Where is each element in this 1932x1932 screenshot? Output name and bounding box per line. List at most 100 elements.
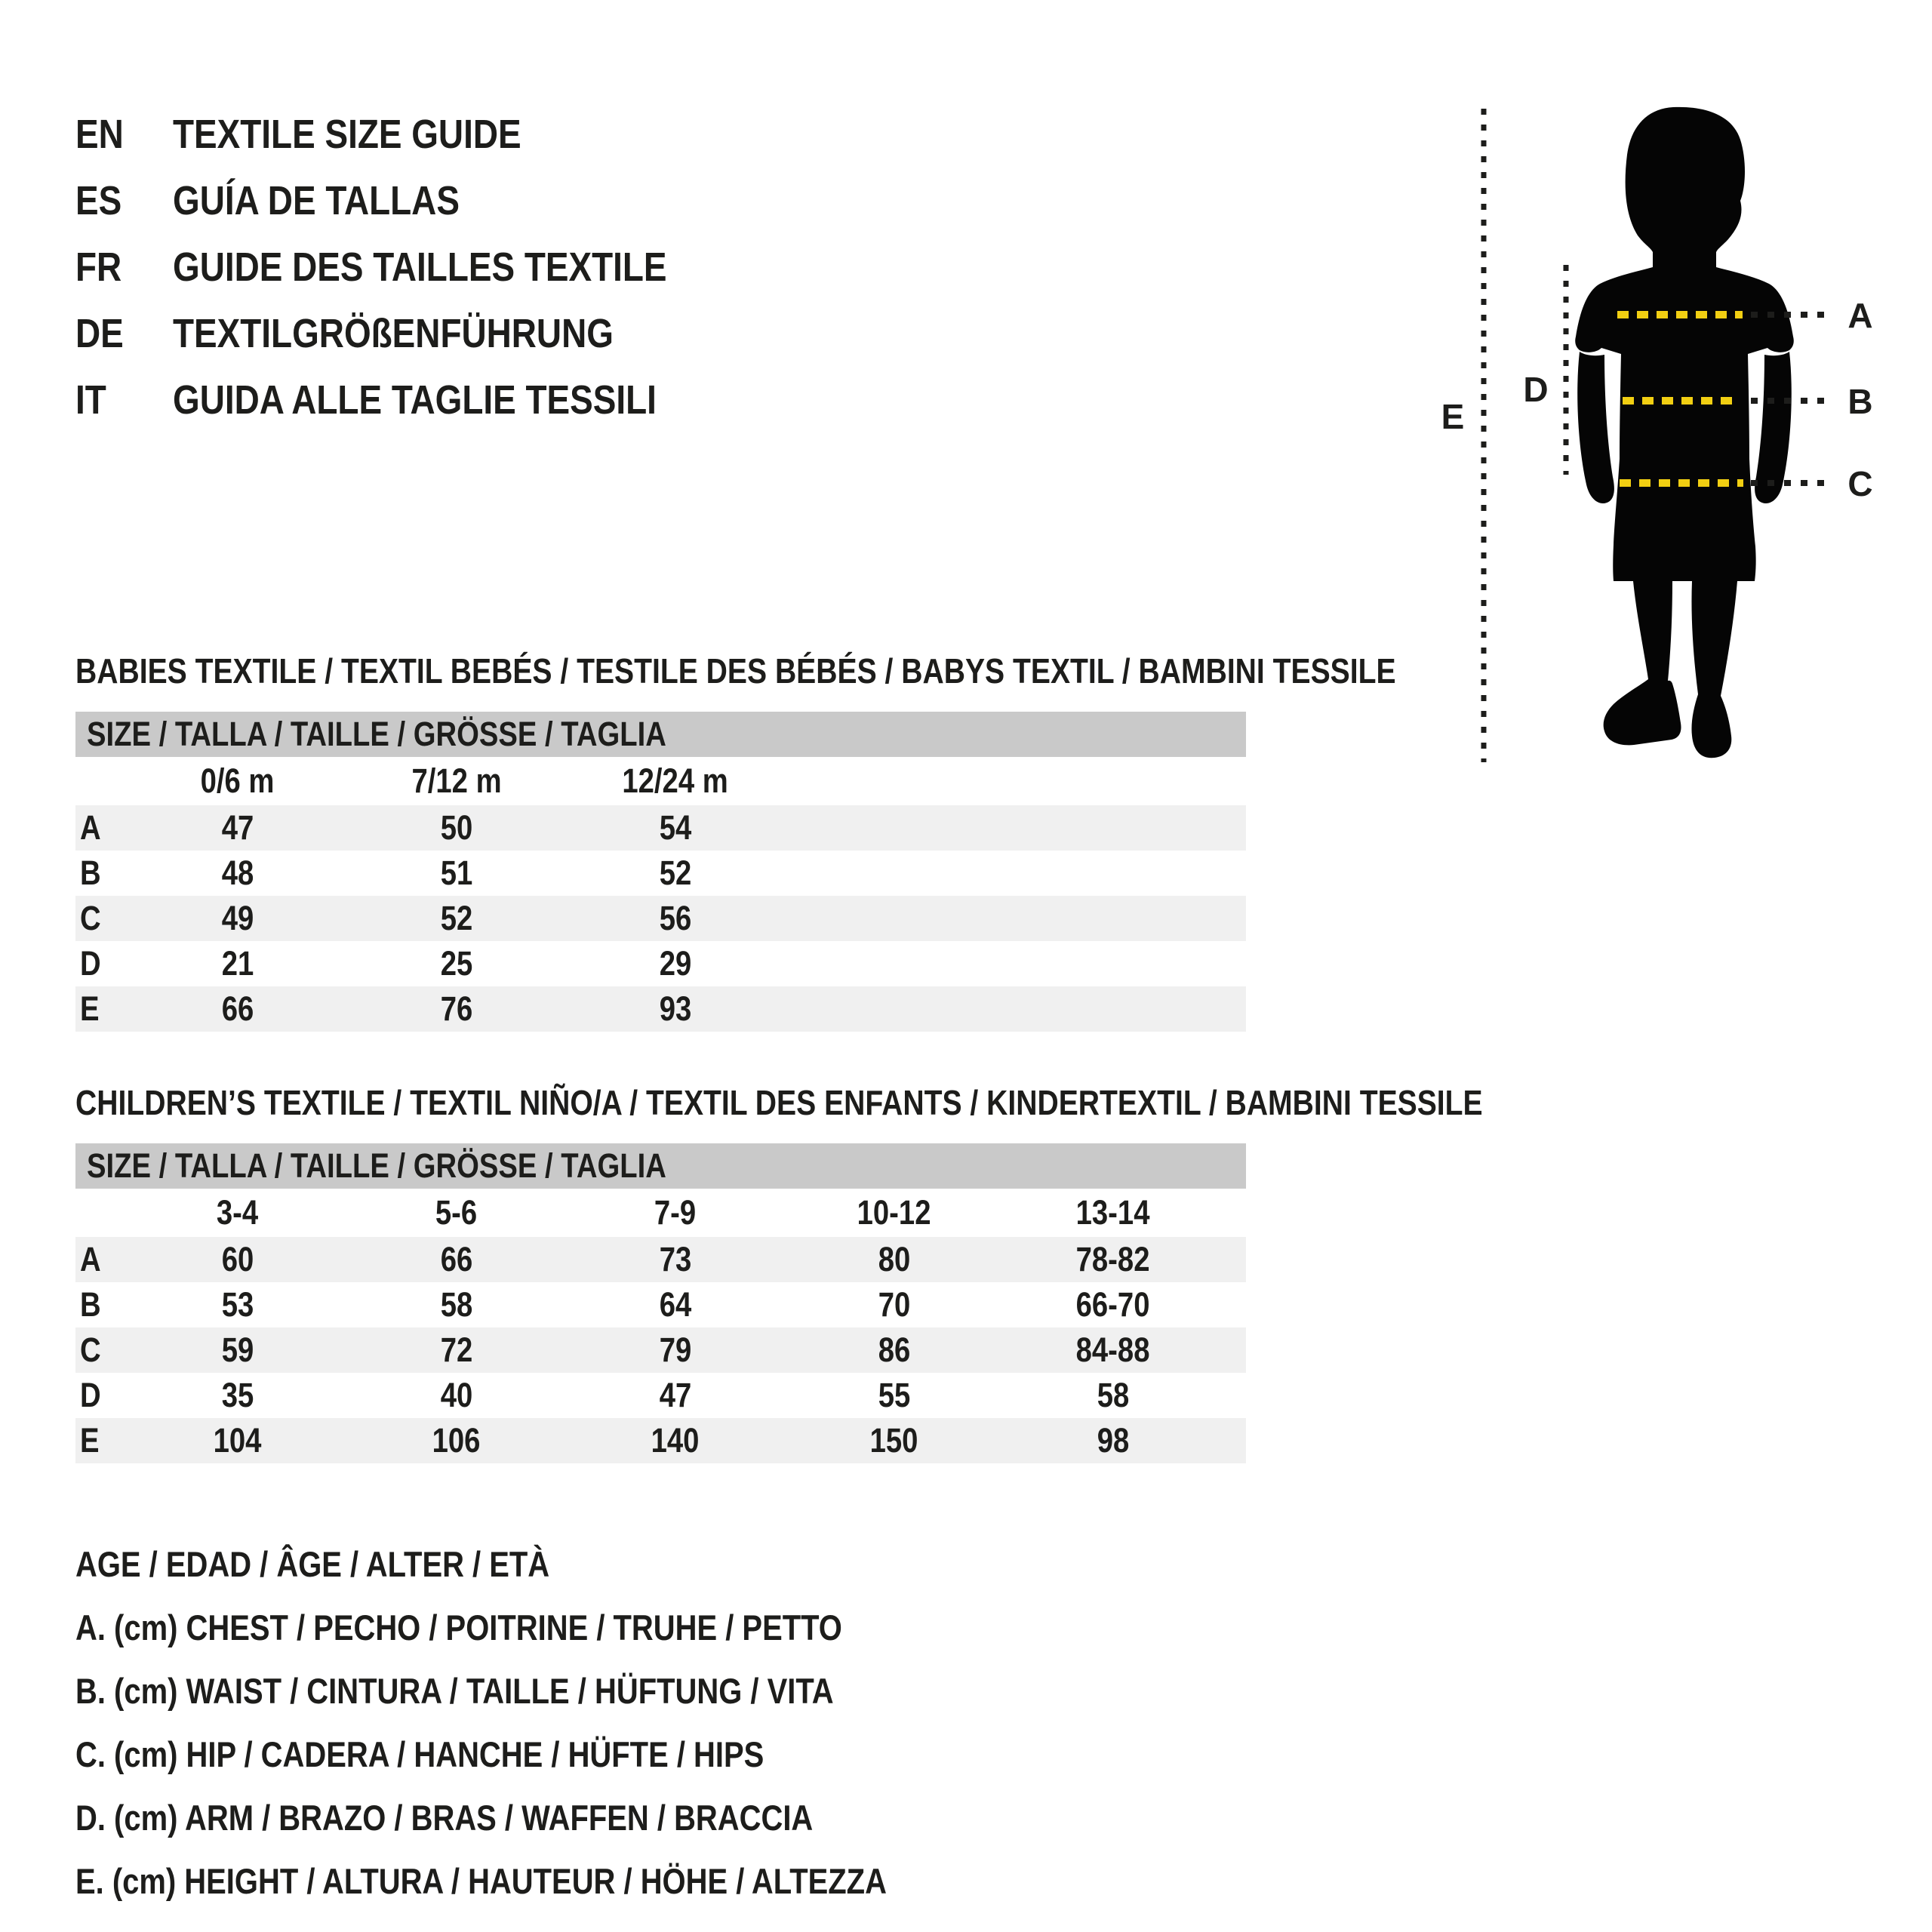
- legend-arm-line: D. (cm) ARM / BRAZO / BRAS / WAFFEN / BR…: [75, 1797, 814, 1838]
- children-table-header: SIZE / TALLA / TAILLE / GRÖSSE / TAGLIA: [75, 1143, 1246, 1189]
- size-value: 48: [221, 854, 254, 892]
- table-row: D 21 25 29: [75, 941, 1246, 986]
- language-code-de: DE: [75, 311, 124, 356]
- size-value: 52: [440, 899, 473, 937]
- size-value: 56: [659, 899, 692, 937]
- table-row: E 104 106 140 150 98: [75, 1418, 1246, 1463]
- children-section-title: CHILDREN’S TEXTILE / TEXTIL NIÑO/A / TEX…: [75, 1083, 1483, 1122]
- row-label: B: [80, 854, 101, 892]
- size-value: 51: [440, 854, 473, 892]
- figure-label-a: A: [1847, 296, 1872, 335]
- child-silhouette-left-arm: [1577, 352, 1614, 504]
- column-header: 7-9: [654, 1193, 697, 1232]
- table-row: D 35 40 47 55 58: [75, 1373, 1246, 1418]
- row-label: D: [80, 944, 101, 983]
- child-measurement-figure: A B C D E: [1441, 106, 1873, 762]
- size-value: 72: [440, 1331, 473, 1369]
- babies-size-table: SIZE / TALLA / TAILLE / GRÖSSE / TAGLIA …: [75, 712, 1246, 1032]
- size-value: 73: [659, 1240, 692, 1278]
- size-value: 40: [440, 1376, 473, 1414]
- child-silhouette: [1575, 106, 1794, 758]
- figure-label-e: E: [1441, 397, 1465, 436]
- size-value: 140: [651, 1421, 700, 1460]
- language-code-it: IT: [75, 377, 106, 423]
- legend-age-line: AGE / EDAD / ÂGE / ALTER / ETÀ: [75, 1543, 550, 1584]
- table-row: A 47 50 54: [75, 805, 1246, 851]
- language-title-it: GUIDA ALLE TAGLIE TESSILI: [173, 377, 657, 423]
- language-row-en: EN TEXTILE SIZE GUIDE: [75, 101, 754, 168]
- size-value: 76: [440, 989, 473, 1028]
- language-code-fr: FR: [75, 245, 122, 290]
- size-value: 70: [878, 1285, 911, 1324]
- table-row: A 60 66 73 80 78-82: [75, 1237, 1246, 1282]
- size-value: 79: [659, 1331, 692, 1369]
- size-value: 54: [659, 808, 692, 847]
- column-header: 7/12 m: [411, 761, 502, 800]
- column-header: 10-12: [857, 1193, 931, 1232]
- children-size-table: SIZE / TALLA / TAILLE / GRÖSSE / TAGLIA …: [75, 1143, 1246, 1463]
- column-header: 5-6: [435, 1193, 478, 1232]
- language-row-fr: FR GUIDE DES TAILLES TEXTILE: [75, 234, 754, 300]
- legend-hip-line: C. (cm) HIP / CADERA / HANCHE / HÜFTE / …: [75, 1734, 764, 1774]
- size-value: 21: [221, 944, 254, 983]
- babies-table-header: SIZE / TALLA / TAILLE / GRÖSSE / TAGLIA: [75, 712, 1246, 757]
- size-value: 84-88: [1076, 1331, 1150, 1369]
- size-value: 53: [221, 1285, 254, 1324]
- size-value: 98: [1097, 1421, 1130, 1460]
- legend-waist-line: B. (cm) WAIST / CINTURA / TAILLE / HÜFTU…: [75, 1670, 834, 1711]
- row-label: C: [80, 899, 101, 937]
- legend-height-line: E. (cm) HEIGHT / ALTURA / HAUTEUR / HÖHE…: [75, 1860, 887, 1901]
- measurement-legend: AGE / EDAD / ÂGE / ALTER / ETÀ A. (cm) C…: [75, 1532, 1030, 1912]
- child-silhouette-right-arm: [1755, 352, 1792, 504]
- size-value: 104: [214, 1421, 262, 1460]
- table-row: B 53 58 64 70 66-70: [75, 1282, 1246, 1327]
- row-label: A: [80, 808, 101, 847]
- column-header: 13-14: [1076, 1193, 1150, 1232]
- size-value: 47: [221, 808, 254, 847]
- row-label: E: [80, 1421, 100, 1460]
- size-value: 58: [1097, 1376, 1130, 1414]
- size-value: 78-82: [1076, 1240, 1150, 1278]
- size-value: 52: [659, 854, 692, 892]
- babies-column-headers: 0/6 m 7/12 m 12/24 m: [75, 757, 1246, 805]
- figure-label-d: D: [1523, 370, 1548, 409]
- size-value: 93: [659, 989, 692, 1028]
- size-value: 55: [878, 1376, 911, 1414]
- figure-label-c: C: [1847, 464, 1872, 503]
- row-label: D: [80, 1376, 101, 1414]
- size-value: 29: [659, 944, 692, 983]
- size-value: 47: [659, 1376, 692, 1414]
- column-header: 3-4: [217, 1193, 259, 1232]
- column-header: 12/24 m: [622, 761, 729, 800]
- babies-section-title: BABIES TEXTILE / TEXTIL BEBÉS / TESTILE …: [75, 651, 1396, 691]
- table-row: C 49 52 56: [75, 896, 1246, 941]
- column-header: 0/6 m: [201, 761, 275, 800]
- figure-label-b: B: [1847, 382, 1872, 421]
- size-value: 86: [878, 1331, 911, 1369]
- size-value: 66-70: [1076, 1285, 1150, 1324]
- size-value: 59: [221, 1331, 254, 1369]
- size-value: 80: [878, 1240, 911, 1278]
- table-row: C 59 72 79 86 84-88: [75, 1327, 1246, 1373]
- language-code-en: EN: [75, 112, 124, 157]
- size-value: 50: [440, 808, 473, 847]
- size-value: 150: [870, 1421, 918, 1460]
- size-value: 25: [440, 944, 473, 983]
- legend-chest-line: A. (cm) CHEST / PECHO / POITRINE / TRUHE…: [75, 1607, 842, 1647]
- row-label: B: [80, 1285, 101, 1324]
- size-value: 66: [440, 1240, 473, 1278]
- language-row-es: ES GUÍA DE TALLAS: [75, 168, 754, 234]
- size-value: 49: [221, 899, 254, 937]
- language-title-fr: GUIDE DES TAILLES TEXTILE: [173, 245, 667, 290]
- language-title-es: GUÍA DE TALLAS: [173, 178, 460, 223]
- language-title-en: TEXTILE SIZE GUIDE: [173, 112, 521, 157]
- size-value: 66: [221, 989, 254, 1028]
- language-title-list: EN TEXTILE SIZE GUIDE ES GUÍA DE TALLAS …: [75, 101, 754, 433]
- size-value: 64: [659, 1285, 692, 1324]
- children-column-headers: 3-4 5-6 7-9 10-12 13-14: [75, 1189, 1246, 1237]
- size-value: 106: [432, 1421, 481, 1460]
- table-row: B 48 51 52: [75, 851, 1246, 896]
- language-row-it: IT GUIDA ALLE TAGLIE TESSILI: [75, 367, 754, 433]
- language-code-es: ES: [75, 178, 122, 223]
